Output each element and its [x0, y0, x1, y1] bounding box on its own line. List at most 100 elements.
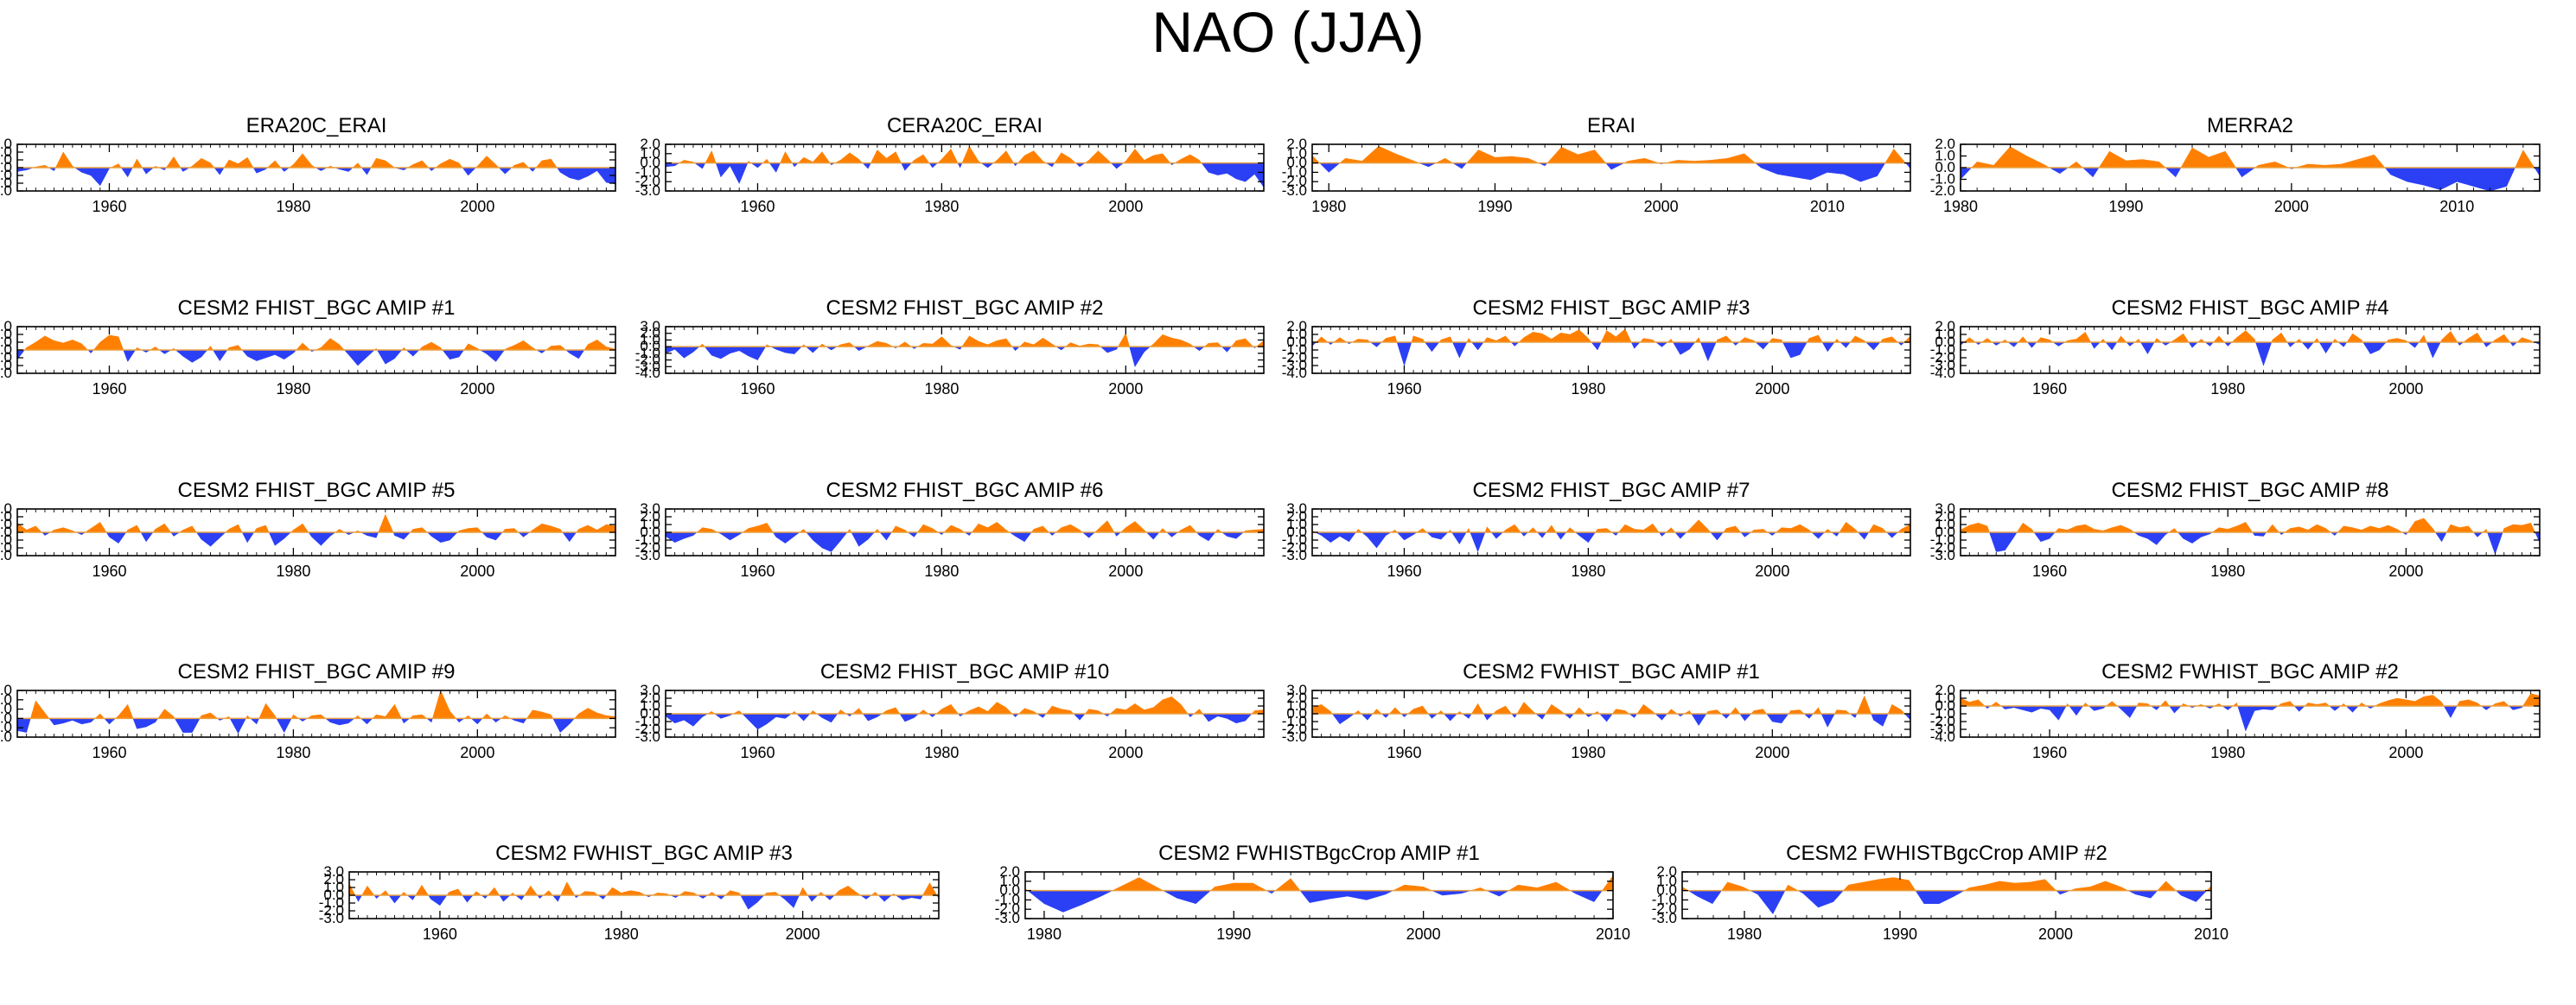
nao-area-segment: [578, 349, 585, 359]
y-tick-label: -2.0: [1930, 713, 1955, 729]
nao-area-segment: [1827, 162, 1845, 175]
nao-area-segment: [1490, 531, 1497, 539]
nao-panel: ERA20C_ERAI 3.02.01.00.0-1.0-2.0-3.0 1960 1…: [0, 114, 616, 215]
nao-area-segment: [1523, 701, 1533, 715]
x-tick-label: 1980: [2210, 563, 2245, 580]
nao-area-segment: [296, 342, 303, 351]
nao-area-segment: [16, 718, 27, 733]
nao-area-segment: [961, 334, 970, 347]
nao-area-segment: [574, 713, 579, 719]
nao-area-segment: [2337, 525, 2344, 533]
nao-area-segment: [321, 337, 331, 351]
nao-area-segment: [813, 150, 823, 163]
nao-area-segment: [1254, 162, 1265, 188]
nao-area-segment: [137, 524, 142, 533]
nao-panel: CESM2 FWHISTBgcCrop AMIP #2 2.01.00.0-1.0…: [1652, 842, 2228, 943]
nao-area-segment: [1591, 341, 1598, 351]
nao-area-segment: [2018, 336, 2024, 343]
nao-area-segment: [1227, 162, 1237, 180]
nao-area-segment: [569, 349, 579, 359]
nao-area-segment: [1588, 531, 1597, 544]
nao-area-segment: [462, 167, 469, 176]
nao-area-segment: [1720, 713, 1727, 719]
nao-area-segment: [487, 887, 495, 896]
y-tick-label: -1.0: [0, 349, 12, 366]
nao-area-segment: [1605, 162, 1612, 170]
nao-area-segment: [1909, 879, 1916, 891]
nao-area-segment: [1537, 881, 1557, 891]
y-tick-label: -2.0: [1930, 182, 1955, 199]
nao-area-segment: [2346, 333, 2353, 343]
nao-area-segment: [1854, 335, 1865, 343]
nao-area-segment: [430, 894, 441, 906]
nao-area-segment: [1033, 525, 1043, 533]
nao-area-segment: [1954, 890, 1966, 897]
nao-area-segment: [1477, 703, 1484, 715]
nao-area-segment: [2361, 525, 2371, 533]
nao-area-segment: [969, 706, 979, 715]
y-tick-label: 2.0: [640, 325, 660, 341]
nao-area-segment: [2245, 705, 2255, 731]
nao-area-segment: [1235, 713, 1246, 724]
y-tick-label: 0.0: [1935, 334, 1955, 350]
nao-area-segment: [569, 167, 579, 181]
nao-area-segment: [357, 349, 367, 366]
nao-area-segment: [1061, 524, 1071, 533]
nao-area-segment: [1339, 531, 1349, 543]
nao-area-segment: [895, 706, 901, 715]
nao-area-segment: [2147, 341, 2155, 355]
nao-area-segment: [862, 713, 869, 722]
nao-area-segment: [541, 523, 552, 533]
nao-area-segment: [587, 708, 597, 719]
x-tick-label: 2000: [460, 563, 494, 580]
nao-area-segment: [2013, 341, 2019, 348]
y-tick-label: -3.0: [635, 182, 660, 199]
nao-area-segment: [238, 524, 243, 533]
nao-area-segment: [596, 712, 607, 719]
nao-area-segment: [2388, 697, 2398, 707]
x-tick-label: 2010: [1810, 198, 1845, 215]
nao-area-segment: [1753, 709, 1763, 715]
nao-area-segment: [1452, 341, 1460, 359]
nao-area-segment: [1227, 713, 1237, 724]
x-tick-label: 1960: [2032, 380, 2067, 398]
nao-area-segment: [1440, 531, 1449, 540]
nao-area-segment: [2040, 531, 2050, 543]
nao-area-segment: [1471, 341, 1478, 351]
nao-area-segment: [118, 531, 127, 544]
nao-area-segment: [1495, 156, 1512, 163]
nao-area-segment: [1129, 346, 1136, 367]
nao-area-segment: [210, 712, 219, 719]
nao-area-segment: [587, 167, 597, 177]
y-tick-label: -2.0: [995, 900, 1020, 917]
nao-area-segment: [548, 889, 553, 896]
nao-area-segment: [131, 158, 137, 169]
y-tick-label: -1.0: [1282, 163, 1307, 180]
nao-area-segment: [1444, 157, 1454, 163]
nao-area-segment: [1887, 704, 1892, 715]
nao-area-segment: [1744, 337, 1755, 343]
nao-area-segment: [1803, 713, 1810, 719]
nao-area-segment: [311, 531, 322, 546]
nao-area-segment: [560, 881, 568, 896]
nao-area-segment: [1993, 146, 2011, 169]
y-tick-label: -1.0: [0, 167, 12, 183]
nao-area-segment: [757, 346, 767, 361]
nao-area-segment: [1431, 713, 1438, 719]
y-tick-label: 2.0: [640, 508, 660, 525]
nao-area-segment: [2183, 333, 2190, 343]
nao-area-segment: [246, 531, 255, 544]
nao-area-segment: [2407, 167, 2425, 186]
nao-area-segment: [1893, 877, 1910, 891]
nao-area-segment: [2075, 161, 2084, 169]
nao-area-segment: [1005, 707, 1013, 715]
nao-area-segment: [1864, 696, 1872, 715]
nao-area-segment: [1125, 703, 1136, 715]
nao-area-segment: [2485, 341, 2493, 347]
nao-area-segment: [2139, 341, 2148, 355]
y-tick-label: -2.0: [635, 352, 660, 368]
nao-area-segment: [1119, 527, 1126, 533]
nao-area-segment: [109, 718, 117, 725]
nao-area-segment: [961, 146, 970, 163]
x-tick-label: 2000: [1108, 744, 1143, 761]
